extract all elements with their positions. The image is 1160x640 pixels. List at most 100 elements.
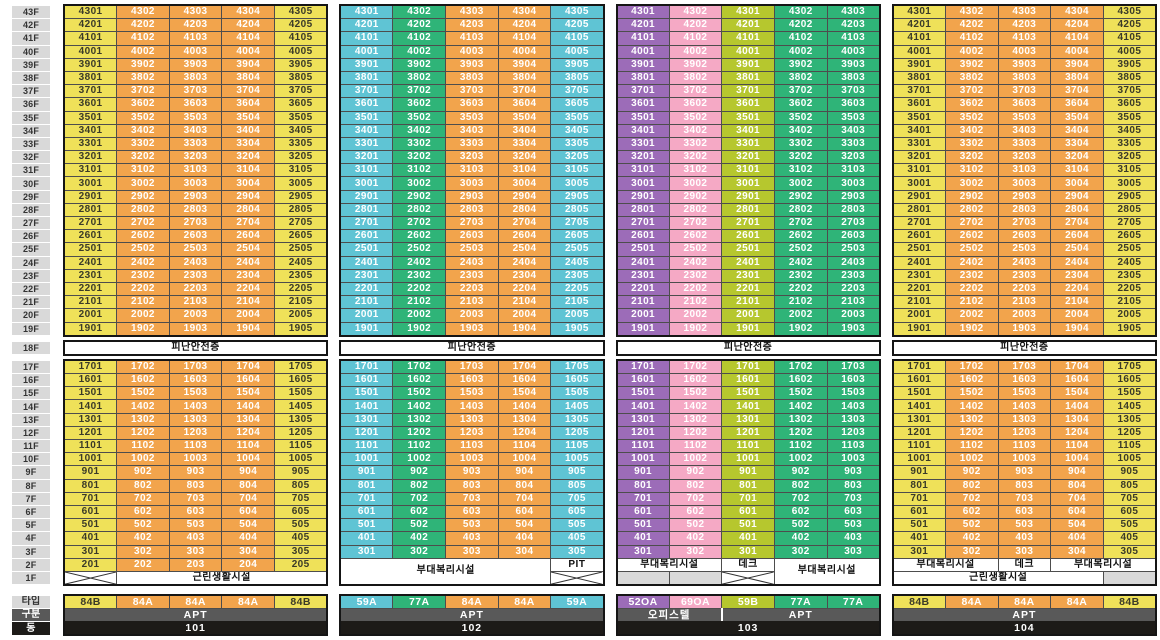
floor-label: 43F bbox=[10, 4, 52, 20]
facility-cell: 부대복리시설 bbox=[773, 557, 881, 586]
unit-cell: 1501 bbox=[63, 386, 118, 401]
unit-cell: 1101 bbox=[63, 438, 118, 454]
building-102-lower-grid: 1701 1702 1703 1704 1705 1601 1602 1603 1604 1605… bbox=[339, 358, 605, 587]
unit-cell: 2803 bbox=[445, 202, 499, 218]
unit-cell: 2901 bbox=[616, 189, 670, 204]
unit-cell: 1602 bbox=[392, 373, 447, 388]
unit-cell: 3005 bbox=[1102, 176, 1157, 191]
unit-cell: 3702 bbox=[668, 84, 723, 99]
unit-cell: 1001 bbox=[63, 452, 118, 467]
unit-cell: 502 bbox=[116, 518, 170, 533]
unit-cell: 3303 bbox=[997, 136, 1052, 152]
unit-cell: 805 bbox=[1102, 478, 1157, 493]
unit-cell: 2203 bbox=[997, 281, 1052, 297]
unit-cell: 3702 bbox=[773, 84, 828, 99]
unit-cell: 302 bbox=[392, 544, 447, 559]
unit-cell: 3505 bbox=[1102, 110, 1157, 125]
unit-cell: 2305 bbox=[1102, 268, 1157, 283]
unit-cell: 4101 bbox=[721, 31, 775, 46]
unit-cell: 3502 bbox=[668, 110, 723, 125]
unit-cell: 2703 bbox=[826, 215, 881, 231]
unit-cell: 1603 bbox=[997, 373, 1052, 388]
unit-cell: 3905 bbox=[1102, 57, 1157, 72]
unit-cell: 3902 bbox=[668, 57, 723, 72]
unit-cell: 1205 bbox=[550, 425, 604, 441]
unit-cell: 2505 bbox=[274, 242, 328, 257]
unit-cell: 1601 bbox=[63, 373, 118, 388]
unit-cell: 1101 bbox=[892, 438, 946, 454]
unit-cell: 3002 bbox=[944, 176, 999, 191]
unit-cell: 805 bbox=[274, 478, 328, 493]
unit-cell: 4104 bbox=[221, 31, 276, 46]
unit-cell: 904 bbox=[497, 465, 552, 480]
floor-label: 11F bbox=[10, 438, 52, 454]
unit-cell: 4101 bbox=[63, 31, 118, 46]
unit-cell: 1401 bbox=[616, 399, 670, 414]
unit-cell: 2801 bbox=[721, 202, 775, 218]
unit-cell: 1503 bbox=[445, 386, 499, 401]
unit-cell: 403 bbox=[168, 531, 223, 546]
category-cell: 오피스텔 bbox=[616, 608, 722, 622]
unit-cell: 3103 bbox=[826, 163, 881, 178]
unit-cell: 3203 bbox=[445, 150, 499, 165]
unit-cell: 3204 bbox=[1050, 150, 1104, 165]
unit-cell: 3203 bbox=[826, 150, 881, 165]
unit-cell: 4201 bbox=[721, 18, 775, 33]
unit-cell: 604 bbox=[221, 504, 276, 520]
unit-cell: 2301 bbox=[63, 268, 118, 283]
type-cell: 59A bbox=[550, 594, 604, 610]
unit-cell: 4003 bbox=[168, 44, 223, 59]
unit-cell: 4204 bbox=[497, 18, 552, 33]
unit-cell: 3302 bbox=[773, 136, 828, 152]
unit-cell: 4203 bbox=[826, 18, 881, 33]
unit-cell: 2605 bbox=[1102, 229, 1157, 244]
unit-cell: 2704 bbox=[1050, 215, 1104, 231]
unit-cell: 3605 bbox=[274, 97, 328, 112]
unit-cell: 2501 bbox=[721, 242, 775, 257]
unit-cell: 3503 bbox=[826, 110, 881, 125]
unit-cell: 3402 bbox=[668, 123, 723, 138]
unit-cell: 301 bbox=[892, 544, 946, 559]
unit-cell: 2303 bbox=[168, 268, 223, 283]
unit-cell: 2805 bbox=[550, 202, 604, 218]
unit-cell: 3202 bbox=[116, 150, 170, 165]
unit-cell: 4302 bbox=[668, 4, 723, 20]
unit-cell: 2201 bbox=[616, 281, 670, 297]
unit-cell: 1401 bbox=[63, 399, 118, 414]
unit-cell: 4202 bbox=[116, 18, 170, 33]
unit-cell: 3105 bbox=[550, 163, 604, 178]
unit-cell: 4204 bbox=[1050, 18, 1104, 33]
unit-cell: 2504 bbox=[1050, 242, 1104, 257]
unit-cell: 3502 bbox=[116, 110, 170, 125]
unit-cell: 404 bbox=[497, 531, 552, 546]
floor-label: 35F bbox=[10, 110, 52, 125]
unit-cell: 301 bbox=[339, 544, 394, 559]
unit-cell: 2701 bbox=[616, 215, 670, 231]
unit-cell: 1901 bbox=[616, 321, 670, 337]
unit-cell: 3102 bbox=[944, 163, 999, 178]
unit-cell: 3401 bbox=[616, 123, 670, 138]
unit-cell: 2302 bbox=[116, 268, 170, 283]
floor-label: 41F bbox=[10, 31, 52, 46]
unit-cell: 2301 bbox=[339, 268, 394, 283]
unit-cell: 502 bbox=[668, 518, 723, 533]
floor-label: 32F bbox=[10, 150, 52, 165]
unit-cell: 702 bbox=[944, 491, 999, 506]
unit-cell: 403 bbox=[997, 531, 1052, 546]
unit-cell: 2602 bbox=[392, 229, 447, 244]
unit-cell: 305 bbox=[274, 544, 328, 559]
unit-cell: 2305 bbox=[274, 268, 328, 283]
unit-cell: 3101 bbox=[339, 163, 394, 178]
unit-cell: 4101 bbox=[892, 31, 946, 46]
category-row-label: 구분 bbox=[10, 608, 52, 623]
unit-cell: 1903 bbox=[445, 321, 499, 337]
unit-cell: 1202 bbox=[116, 425, 170, 441]
building-103-meta: 52OA 69OA 59B 77A 77A 오피스텔 APT 103 bbox=[615, 594, 881, 636]
floor-label: 38F bbox=[10, 70, 52, 86]
unit-cell: 4301 bbox=[892, 4, 946, 20]
unit-cell: 3104 bbox=[1050, 163, 1104, 178]
deck-cell: 데크 bbox=[997, 557, 1052, 572]
unit-cell: 2401 bbox=[63, 255, 118, 270]
unit-cell: 2503 bbox=[168, 242, 223, 257]
unit-cell: 2402 bbox=[944, 255, 999, 270]
